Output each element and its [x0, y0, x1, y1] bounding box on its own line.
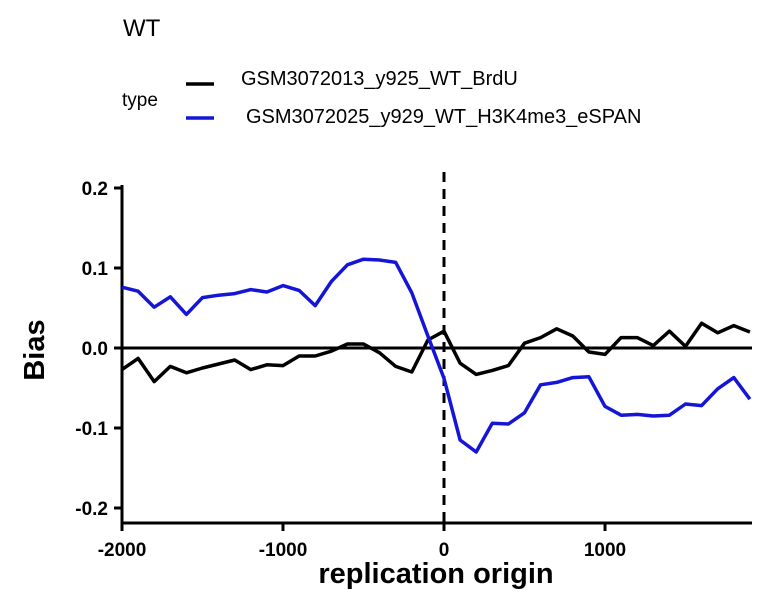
series-layer — [121, 257, 752, 454]
y-ticks: 0.2 0.1 0.0 -0.1 -0.2 — [75, 179, 122, 520]
legend-label-h3k4me3-espan: GSM3072025_y929_WT_H3K4me3_eSPAN — [246, 106, 641, 128]
legend-title: type — [122, 90, 158, 111]
x-tick-label: -2000 — [98, 540, 147, 561]
legend: type GSM3072013_y925_WT_BrdU GSM3072025_… — [122, 68, 641, 128]
chart-title: WT — [123, 15, 161, 42]
y-tick-label: 0.0 — [82, 339, 108, 360]
y-tick-label: -0.2 — [75, 499, 108, 520]
legend-label-brdu: GSM3072013_y925_WT_BrdU — [241, 68, 518, 90]
series-line-brdu — [121, 321, 751, 384]
y-tick-label: 0.1 — [82, 259, 109, 280]
x-ticks: -2000 -1000 0 1000 — [98, 523, 626, 561]
x-axis-title: replication origin — [318, 558, 553, 590]
x-tick-label: 0 — [439, 540, 450, 561]
x-tick-label: -1000 — [259, 540, 308, 561]
y-tick-label: -0.1 — [75, 419, 108, 440]
y-axis-title: Bias — [19, 319, 51, 380]
y-tick-label: 0.2 — [82, 179, 108, 200]
x-tick-label: 1000 — [584, 540, 626, 561]
series-line-h3k4me3-espan — [121, 257, 752, 454]
